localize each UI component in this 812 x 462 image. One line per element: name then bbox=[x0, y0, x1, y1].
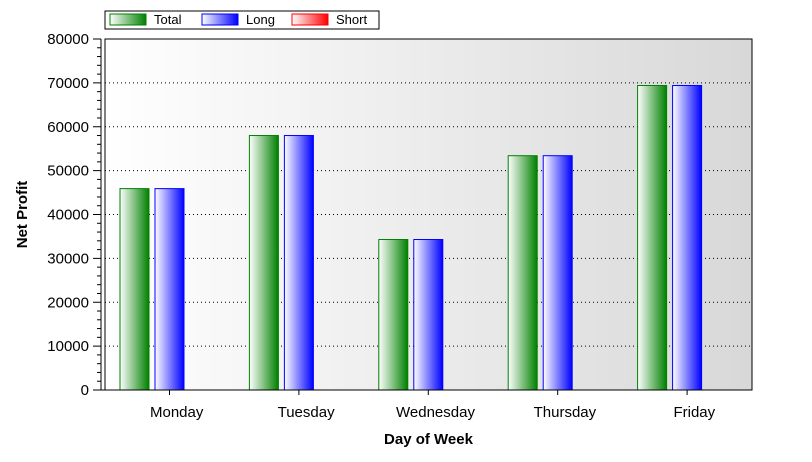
bar-total-tuesday bbox=[248, 135, 279, 391]
bar-long-wednesday bbox=[413, 239, 444, 391]
y-tick-label: 20000 bbox=[47, 294, 89, 311]
y-tick-label: 60000 bbox=[47, 119, 89, 136]
bars bbox=[119, 85, 703, 391]
legend-swatch-short bbox=[291, 13, 329, 26]
legend-swatch-total bbox=[109, 13, 147, 26]
x-tick-label: Friday bbox=[673, 404, 715, 421]
y-axis-title: Net Profit bbox=[14, 181, 31, 249]
y-tick-label: 30000 bbox=[47, 250, 89, 267]
bar-long-tuesday bbox=[283, 135, 314, 391]
x-axis-title: Day of Week bbox=[384, 431, 474, 448]
bar-long-friday bbox=[672, 85, 703, 391]
legend-label-short: Short bbox=[336, 12, 367, 27]
y-tick-label: 50000 bbox=[47, 163, 89, 180]
y-tick-label: 10000 bbox=[47, 338, 89, 355]
x-tick-label: Wednesday bbox=[396, 404, 475, 421]
bar-long-monday bbox=[154, 188, 185, 391]
axes bbox=[93, 38, 753, 395]
y-tick-label: 0 bbox=[81, 382, 89, 399]
legend-label-long: Long bbox=[246, 12, 275, 27]
legend: Total Long Short bbox=[104, 10, 380, 30]
x-tick-label: Monday bbox=[150, 404, 204, 421]
y-tick-label: 40000 bbox=[47, 207, 89, 224]
y-tick-label: 80000 bbox=[47, 31, 89, 48]
bar-total-monday bbox=[119, 188, 150, 391]
legend-label-total: Total bbox=[154, 12, 182, 27]
bar-long-thursday bbox=[542, 155, 573, 391]
y-tick-label: 70000 bbox=[47, 75, 89, 92]
legend-swatch-long bbox=[201, 13, 239, 26]
x-tick-label: Tuesday bbox=[278, 404, 335, 421]
tick-labels: 0 10000 20000 30000 40000 50000 60000 70000 8000… bbox=[47, 31, 715, 421]
bar-total-thursday bbox=[507, 155, 538, 391]
bar-total-friday bbox=[637, 85, 668, 391]
x-tick-label: Thursday bbox=[534, 404, 597, 421]
bar-total-wednesday bbox=[378, 239, 409, 391]
